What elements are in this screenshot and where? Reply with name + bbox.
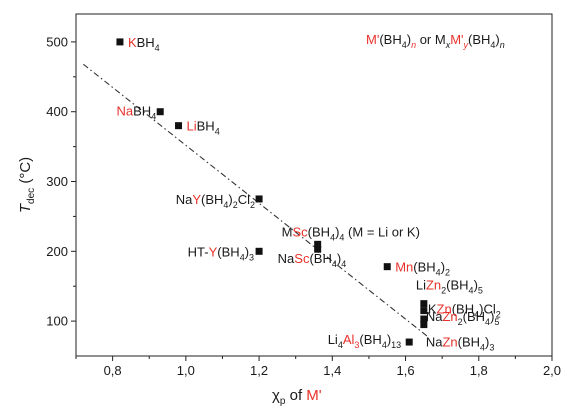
data-point-marker — [314, 245, 322, 253]
data-point-marker — [405, 338, 413, 346]
point-label: LiZn2(BH4)5​ — [416, 278, 483, 296]
y-tick-label: 400 — [46, 104, 68, 119]
point-label: NaZn2(BH4)5​ — [426, 309, 500, 327]
x-tick-label: 1,4 — [323, 363, 341, 378]
point-label: Li4Al3(BH4)13​ — [328, 332, 401, 350]
y-tick-label: 500 — [46, 34, 68, 49]
point-label: NaZn(BH4)3​ — [426, 335, 495, 353]
point-label: NaBH4​ — [117, 104, 157, 122]
data-point-marker — [420, 300, 428, 308]
point-label: NaY(BH4)2Cl2​ — [176, 192, 255, 210]
point-label: MSc(BH4)4 (M = Li or K) — [282, 224, 420, 242]
trend-line — [82, 63, 428, 337]
y-axis: 100 200 300 400 500 — [46, 34, 76, 329]
data-point-marker — [255, 247, 263, 255]
x-tick-label: 1,8 — [470, 363, 488, 378]
data-point-marker — [420, 315, 428, 323]
point-label: Mn(BH4)2​ — [395, 260, 450, 278]
data-point-marker — [314, 240, 322, 248]
x-tick-label: 1,6 — [396, 363, 414, 378]
x-tick-label: 2,0 — [543, 363, 561, 378]
point-label: HT-Y(BH4)3​ — [188, 244, 254, 262]
point-label: KZn(BH4)Cl2​ — [428, 302, 501, 320]
x-tick-label: 1,2 — [250, 363, 268, 378]
point-label: LiBH4​ — [187, 119, 220, 137]
y-tick-label: 300 — [46, 174, 68, 189]
y-axis-title: Tdec (°C) — [17, 157, 37, 213]
y-tick-label: 200 — [46, 244, 68, 259]
x-axis: 0,8 1,0 1,2 1,4 1,6 1,8 2,0 — [75, 356, 561, 378]
trend-line-layer — [82, 63, 428, 337]
point-labels: KBH4​ NaBH4​ LiBH4​ NaY(BH4)2Cl2​ HT-Y(BH4)3… — [117, 35, 501, 353]
data-point-marker — [383, 263, 391, 271]
x-axis-title: χp of M' — [272, 387, 322, 407]
data-point-marker — [420, 307, 428, 315]
data-points — [116, 38, 428, 346]
data-point-marker — [175, 122, 183, 130]
point-label: KBH4​ — [128, 35, 160, 53]
legend-formula: M'(BH4)n or MxM'y(BH4)n​ — [366, 32, 505, 50]
data-point-marker — [420, 321, 428, 329]
x-tick-label: 1,0 — [177, 363, 195, 378]
plot-frame — [75, 13, 553, 357]
data-point-marker — [156, 108, 164, 116]
x-tick-label: 0,8 — [104, 363, 122, 378]
y-tick-label: 100 — [46, 314, 68, 329]
data-point-marker — [116, 38, 124, 46]
data-point-marker — [255, 195, 263, 203]
point-label: NaSc(BH4)4​ — [278, 251, 347, 269]
